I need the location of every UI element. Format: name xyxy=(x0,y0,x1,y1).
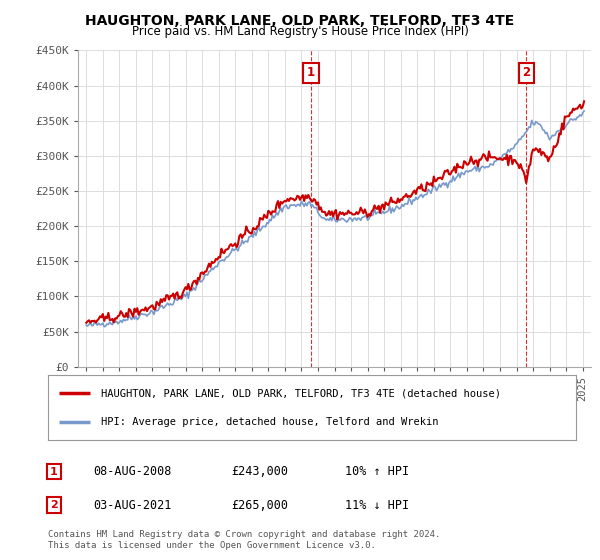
Text: HAUGHTON, PARK LANE, OLD PARK, TELFORD, TF3 4TE (detached house): HAUGHTON, PARK LANE, OLD PARK, TELFORD, … xyxy=(101,388,501,398)
Text: This data is licensed under the Open Government Licence v3.0.: This data is licensed under the Open Gov… xyxy=(48,541,376,550)
Text: 11% ↓ HPI: 11% ↓ HPI xyxy=(345,498,409,512)
Text: 1: 1 xyxy=(50,466,58,477)
Text: 2: 2 xyxy=(522,67,530,80)
Text: HAUGHTON, PARK LANE, OLD PARK, TELFORD, TF3 4TE: HAUGHTON, PARK LANE, OLD PARK, TELFORD, … xyxy=(85,14,515,28)
Text: 2: 2 xyxy=(50,500,58,510)
Text: £243,000: £243,000 xyxy=(231,465,288,478)
Text: £265,000: £265,000 xyxy=(231,498,288,512)
Text: Price paid vs. HM Land Registry's House Price Index (HPI): Price paid vs. HM Land Registry's House … xyxy=(131,25,469,38)
Text: 03-AUG-2021: 03-AUG-2021 xyxy=(93,498,172,512)
Text: HPI: Average price, detached house, Telford and Wrekin: HPI: Average price, detached house, Telf… xyxy=(101,417,438,427)
Text: Contains HM Land Registry data © Crown copyright and database right 2024.: Contains HM Land Registry data © Crown c… xyxy=(48,530,440,539)
Text: 1: 1 xyxy=(307,67,315,80)
Text: 10% ↑ HPI: 10% ↑ HPI xyxy=(345,465,409,478)
Text: 08-AUG-2008: 08-AUG-2008 xyxy=(93,465,172,478)
